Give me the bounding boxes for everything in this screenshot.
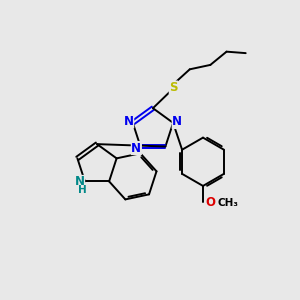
Text: H: H: [78, 184, 87, 195]
Text: N: N: [124, 115, 134, 128]
Text: N: N: [75, 176, 85, 188]
Text: N: N: [131, 142, 141, 154]
Text: CH₃: CH₃: [218, 198, 239, 208]
Text: N: N: [172, 116, 182, 128]
Text: S: S: [169, 81, 178, 94]
Text: O: O: [206, 196, 215, 209]
